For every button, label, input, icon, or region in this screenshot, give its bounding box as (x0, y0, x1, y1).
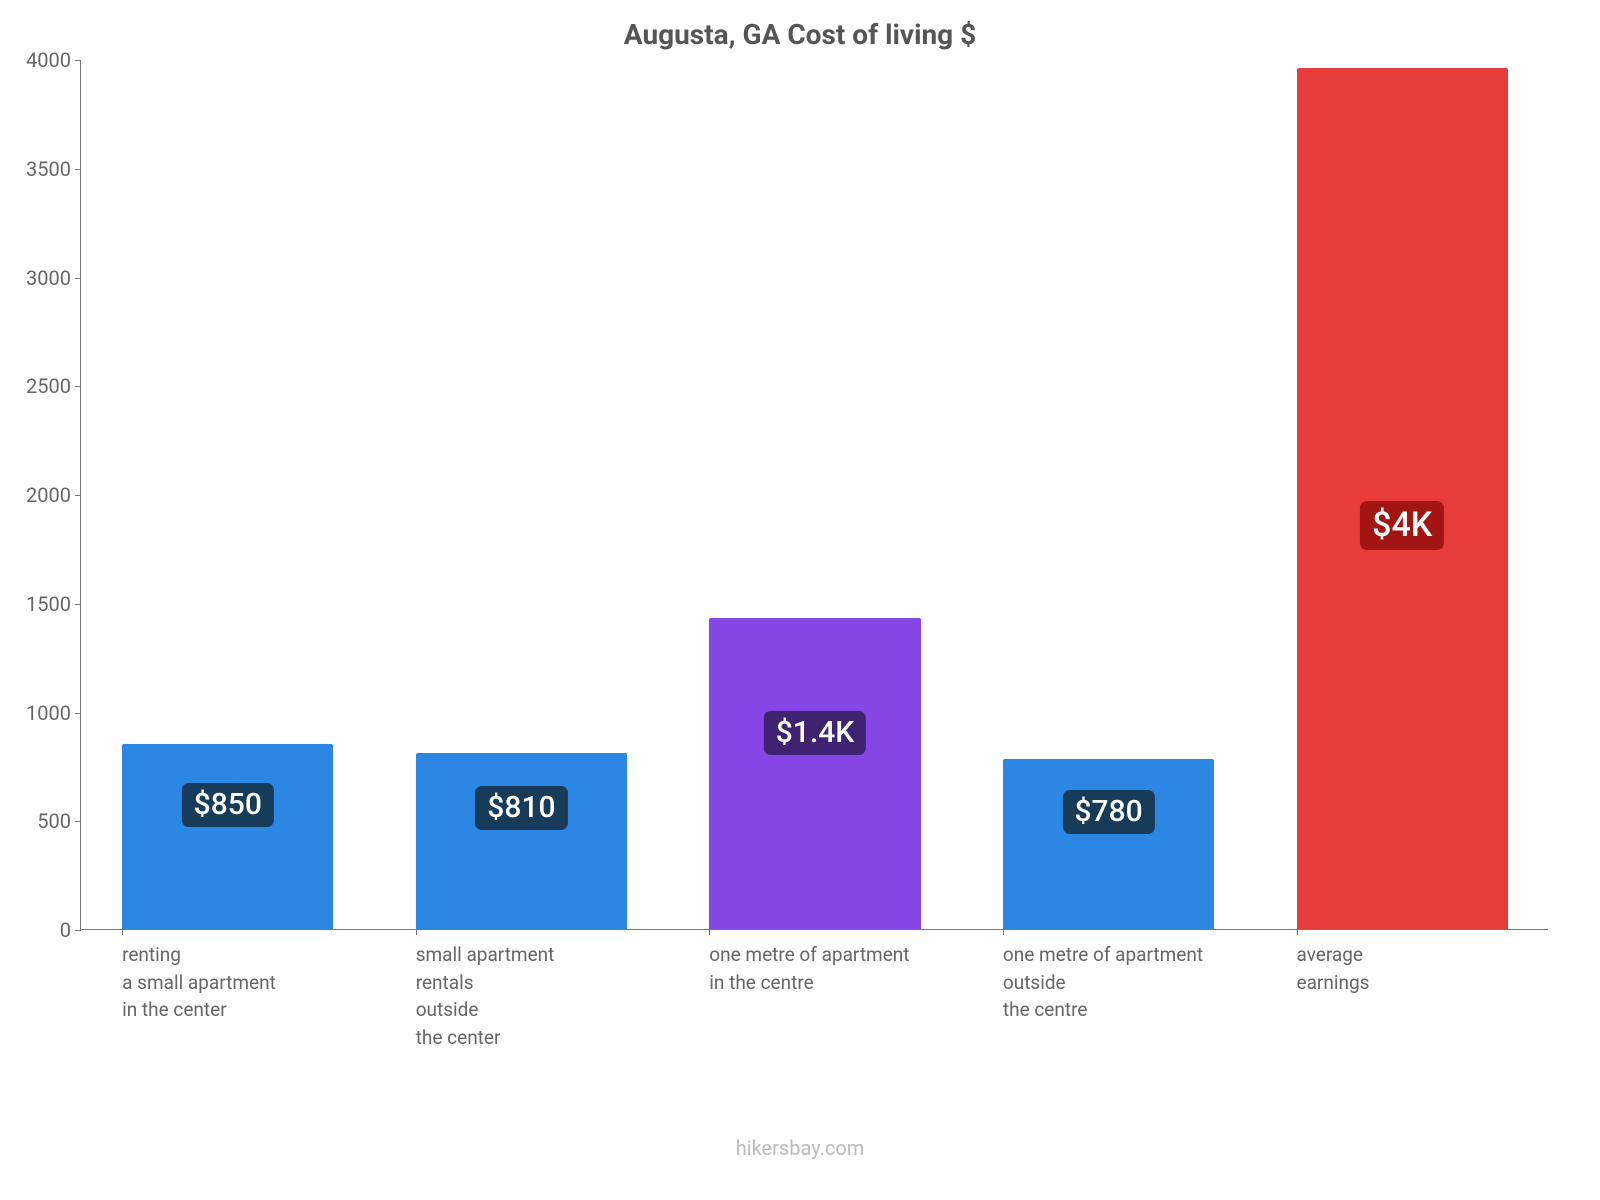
x-tick-label: average earnings (1297, 941, 1370, 996)
bar-value-badge: $1.4K (764, 711, 866, 755)
bar: $810 (416, 753, 627, 929)
bar: $780 (1003, 759, 1214, 929)
x-tick-label: renting a small apartment in the center (122, 941, 276, 1024)
y-tick-label: 4000 (26, 48, 81, 72)
bar: $4K (1297, 68, 1508, 929)
y-tick-mark (75, 495, 81, 496)
y-tick-mark (75, 60, 81, 61)
y-tick-label: 2000 (26, 483, 81, 507)
y-tick-label: 2500 (26, 374, 81, 398)
y-tick-mark (75, 821, 81, 822)
x-tick-label: one metre of apartment outside the centr… (1003, 941, 1203, 1024)
y-tick-mark (75, 713, 81, 714)
y-tick-mark (75, 169, 81, 170)
y-tick-label: 1500 (26, 592, 81, 616)
y-tick-mark (75, 930, 81, 931)
bar: $850 (122, 744, 333, 929)
bar-value-badge: $4K (1360, 501, 1444, 550)
x-tick-mark (122, 929, 123, 935)
x-tick-label: small apartment rentals outside the cent… (416, 941, 555, 1051)
x-tick-mark (709, 929, 710, 935)
bar-value-badge: $810 (475, 786, 567, 830)
chart-title: Augusta, GA Cost of living $ (0, 18, 1600, 51)
x-tick-mark (1003, 929, 1004, 935)
y-tick-mark (75, 278, 81, 279)
y-tick-label: 3000 (26, 266, 81, 290)
x-tick-mark (1297, 929, 1298, 935)
y-tick-mark (75, 386, 81, 387)
bar: $1.4K (709, 618, 920, 929)
bar-value-badge: $850 (182, 783, 274, 827)
chart-container: Augusta, GA Cost of living $ 05001000150… (0, 0, 1600, 1200)
y-tick-label: 3500 (26, 157, 81, 181)
x-tick-label: one metre of apartment in the centre (709, 941, 909, 996)
y-tick-mark (75, 604, 81, 605)
bar-value-badge: $780 (1062, 790, 1154, 834)
y-tick-label: 1000 (26, 701, 81, 725)
plot-area: 05001000150020002500300035004000$850rent… (80, 60, 1548, 930)
x-tick-mark (416, 929, 417, 935)
watermark: hikersbay.com (0, 1136, 1600, 1160)
